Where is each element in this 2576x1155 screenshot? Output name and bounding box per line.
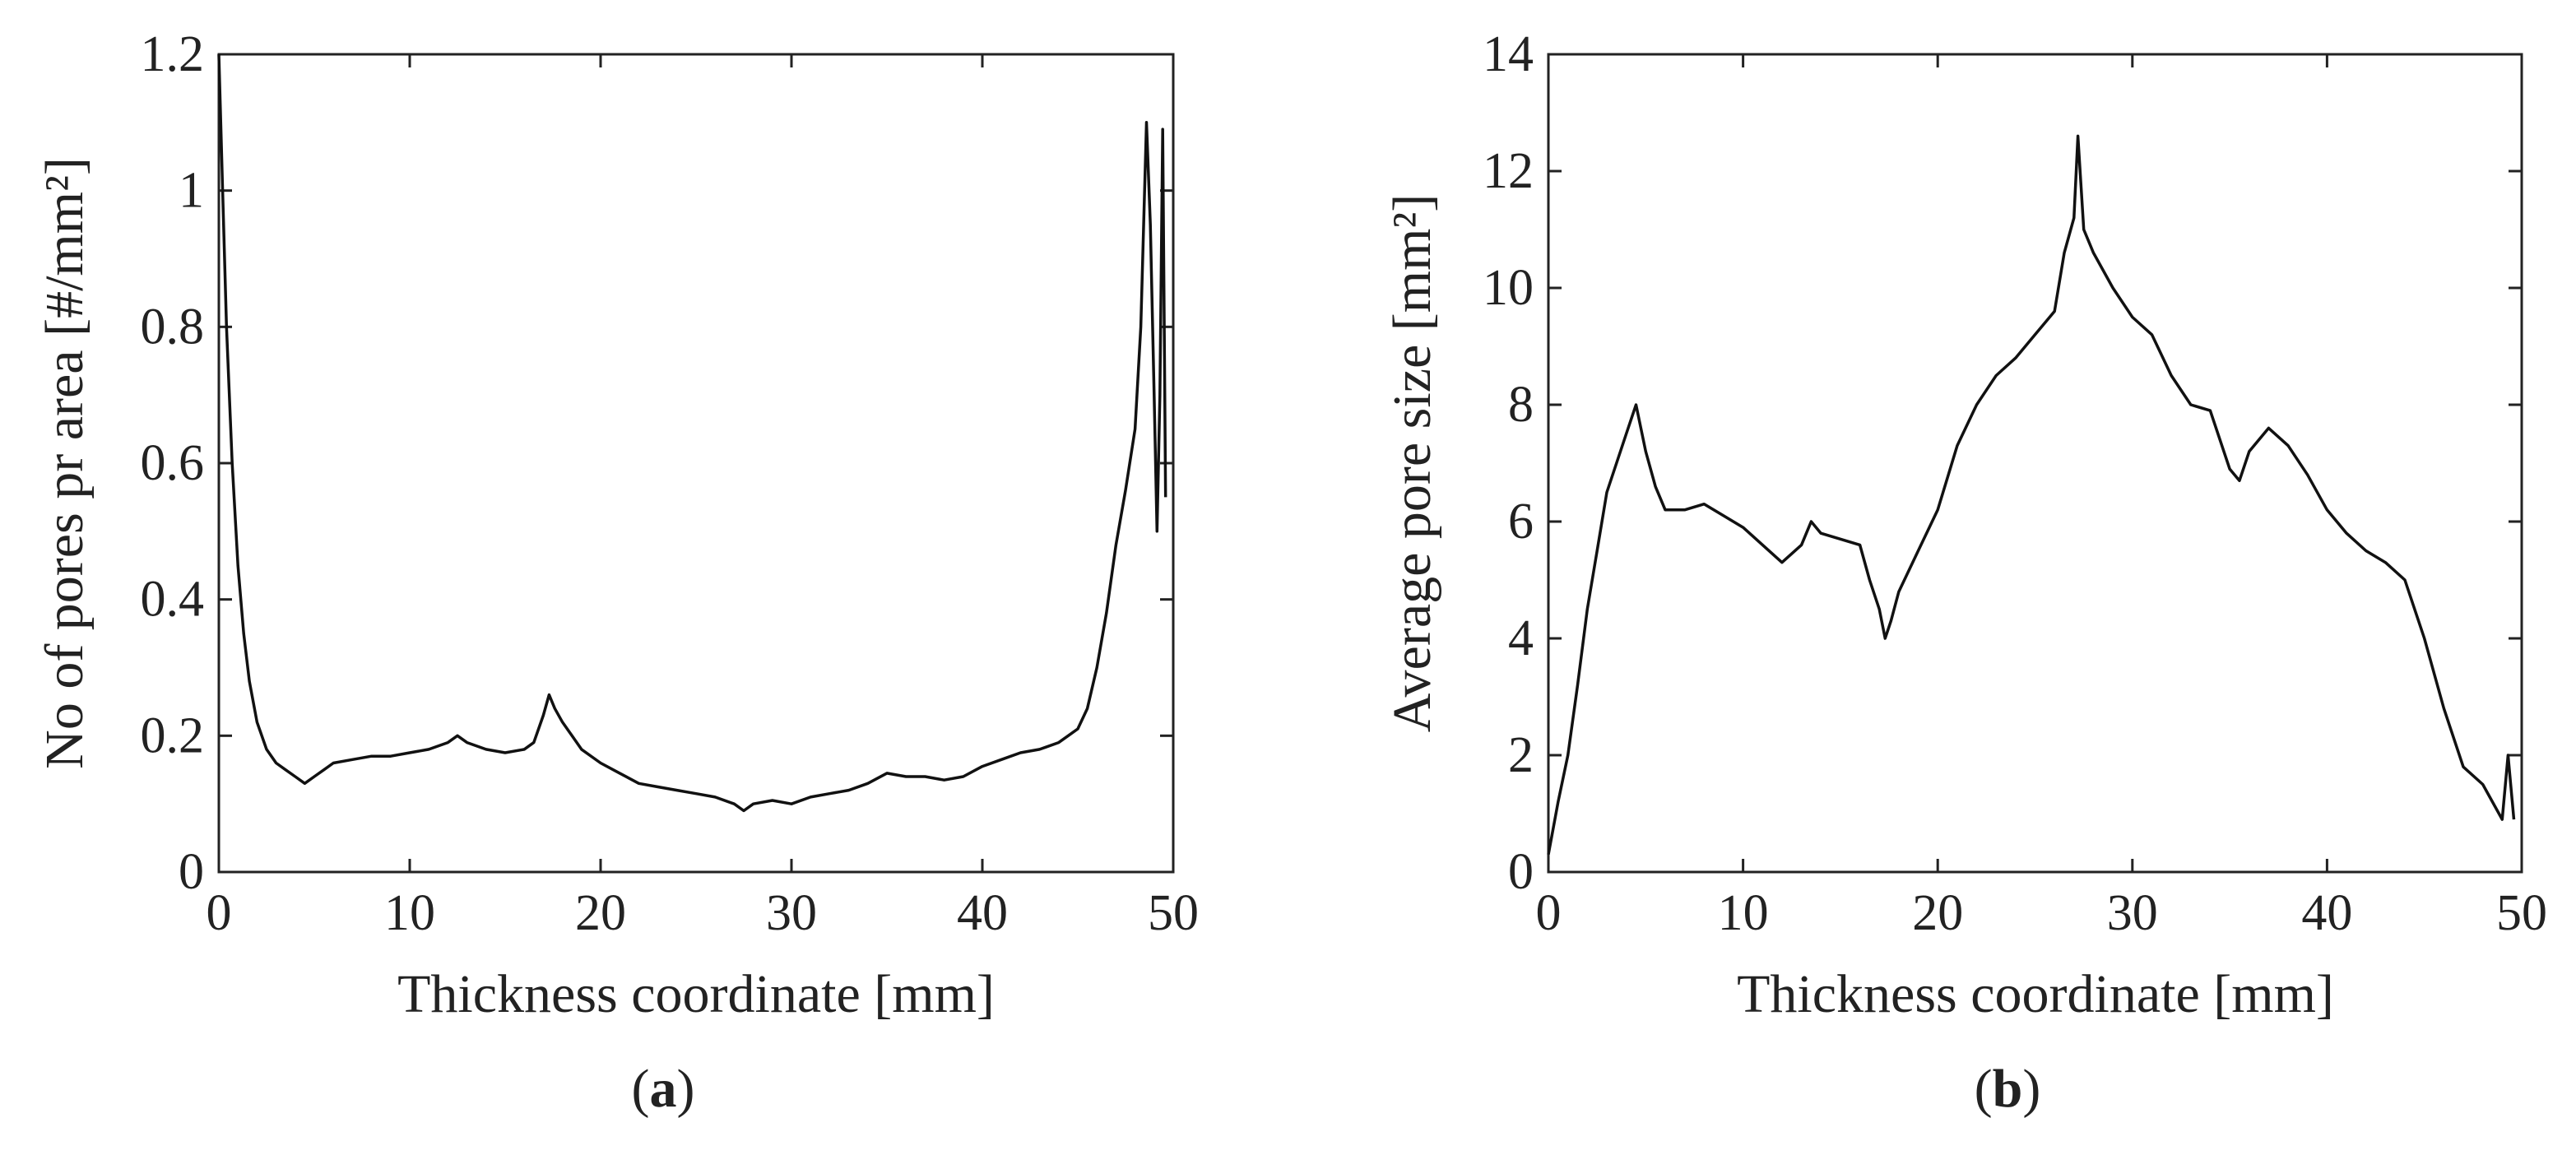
x-tick-label: 10 — [1718, 885, 1769, 941]
y-tick-label: 12 — [1483, 143, 1534, 199]
plot-area-b — [1547, 53, 2523, 874]
x-tick-label: 30 — [2107, 885, 2158, 941]
y-tick-label: 10 — [1483, 260, 1534, 316]
y-axis-label-b: Average pore size [mm²] — [1382, 194, 1442, 732]
y-tick-label: 14 — [1483, 26, 1534, 82]
panel-label-a: (a) — [632, 1059, 695, 1119]
data-line-b — [1547, 134, 2516, 856]
x-tick-label: 10 — [384, 885, 435, 941]
panel-label-b: (b) — [1975, 1059, 2041, 1119]
y-tick-label: 4 — [1508, 610, 1534, 666]
y-tick-label: 1 — [179, 163, 204, 219]
plot-area-a — [217, 53, 1175, 874]
x-tick-label: 0 — [207, 885, 232, 941]
x-axis-label-b: Thickness coordinate [mm] — [1737, 964, 2334, 1024]
y-axis-label-a: No of pores pr area [#/mm²] — [35, 157, 95, 769]
y-tick-label: 2 — [1508, 727, 1534, 783]
y-tick-label: 1.2 — [141, 26, 205, 82]
x-tick-label: 0 — [1536, 885, 1562, 941]
x-tick-label: 40 — [957, 885, 1008, 941]
x-tick-label: 20 — [1912, 885, 1963, 941]
y-tick-label: 6 — [1508, 494, 1534, 550]
y-tick-label: 0.6 — [141, 435, 205, 491]
axis-ticks-a: 0 10 20 30 40 50 0 0.2 0.4 0.6 0.8 1 1.2 — [141, 26, 1200, 941]
y-tick-label: 0.4 — [141, 572, 205, 628]
chart-panel-a: 0 10 20 30 40 50 0 0.2 0.4 0.6 0.8 1 1.2 Thickness c… — [35, 26, 1199, 1119]
x-axis-label-a: Thickness coordinate [mm] — [397, 964, 995, 1024]
x-tick-label: 50 — [2496, 885, 2547, 941]
y-tick-label: 0 — [179, 844, 204, 900]
x-tick-label: 40 — [2301, 885, 2352, 941]
y-tick-label: 0.2 — [141, 707, 205, 763]
y-tick-label: 8 — [1508, 377, 1534, 433]
y-tick-label: 0.8 — [141, 299, 205, 355]
x-tick-label: 20 — [575, 885, 626, 941]
axis-ticks-b: 0 10 20 30 40 50 0 2 4 6 8 10 12 14 — [1483, 26, 2547, 941]
data-line-a — [217, 53, 1167, 813]
y-tick-label: 0 — [1508, 844, 1534, 900]
x-tick-label: 30 — [766, 885, 817, 941]
x-tick-label: 50 — [1148, 885, 1199, 941]
chart-panel-b: 0 10 20 30 40 50 0 2 4 6 8 10 12 14 Thickness coordin… — [1382, 26, 2547, 1119]
